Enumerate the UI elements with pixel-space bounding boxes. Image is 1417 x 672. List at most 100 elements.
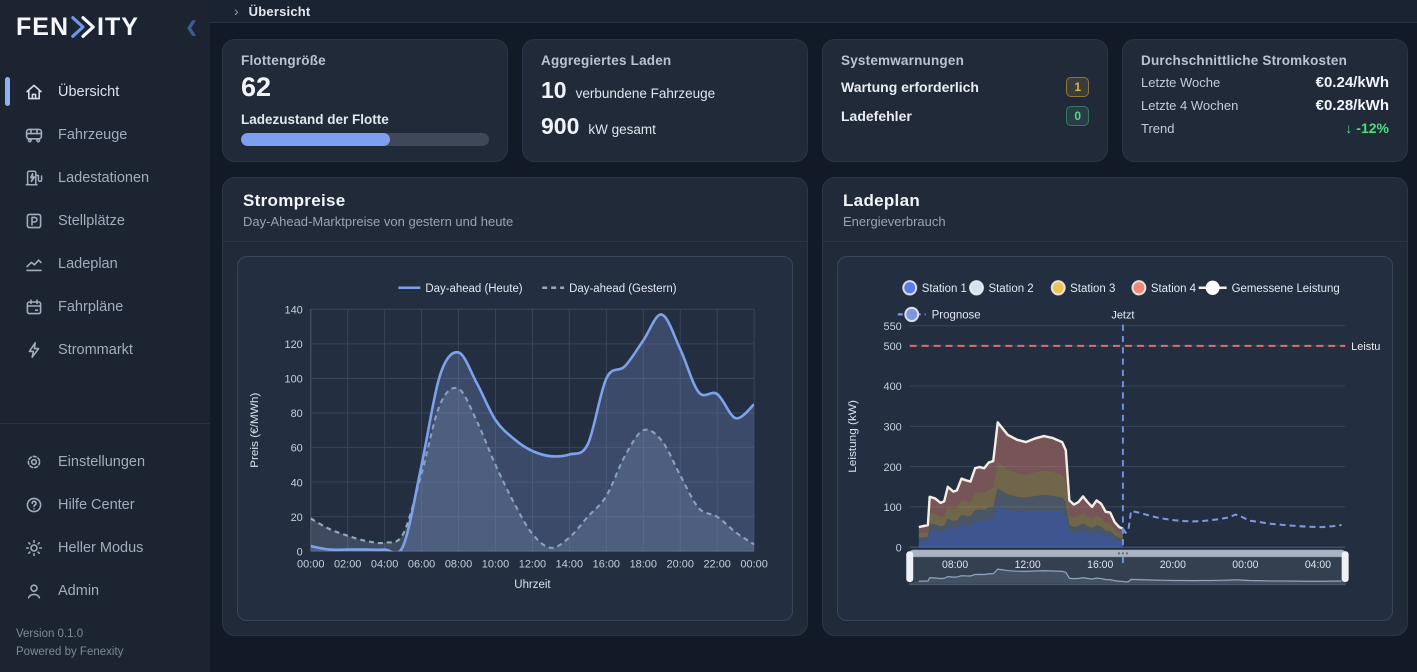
svg-text:0: 0 — [297, 546, 303, 558]
svg-text:16:00: 16:00 — [593, 559, 620, 571]
sidebar-item-heller-modus[interactable]: Heller Modus — [0, 526, 210, 569]
sidebar-footer-nav: Einstellungen Hilfe Center Heller Modus … — [0, 440, 210, 612]
last-week-label: Letzte Woche — [1141, 75, 1221, 90]
charging-station-icon — [24, 168, 44, 188]
svg-text:10:00: 10:00 — [482, 559, 509, 571]
strompreise-card: Strompreise Day-Ahead-Marktpreise von ge… — [222, 177, 808, 636]
sidebar-item-label: Fahrpläne — [58, 298, 124, 315]
sidebar-item-label: Strommarkt — [58, 341, 133, 358]
sidebar-item-admin[interactable]: Admin — [0, 569, 210, 612]
svg-text:Leistu: Leistu — [1351, 341, 1380, 353]
sidebar-item-uebersicht[interactable]: Übersicht — [0, 70, 210, 113]
charging-errors-label: Ladefehler — [841, 108, 912, 124]
svg-text:06:00: 06:00 — [408, 559, 435, 571]
stats-row: Flottengröße 62 Ladezustand der Flotte A… — [222, 39, 1408, 162]
warning-row: Ladefehler 0 — [841, 106, 1089, 126]
svg-text:02:00: 02:00 — [334, 559, 361, 571]
connected-vehicles-label: verbundene Fahrzeuge — [575, 86, 716, 101]
svg-text:Day-ahead (Gestern): Day-ahead (Gestern) — [569, 282, 677, 295]
svg-text:Station 3: Station 3 — [1070, 282, 1115, 295]
ladeplan-subtitle: Energieverbrauch — [843, 214, 946, 229]
calendar-icon — [24, 297, 44, 317]
svg-text:100: 100 — [284, 373, 302, 385]
svg-text:Day-ahead (Heute): Day-ahead (Heute) — [425, 282, 522, 295]
sidebar-version: Version 0.1.0 Powered by Fenexity — [0, 612, 210, 662]
svg-text:20: 20 — [291, 512, 303, 524]
sidebar-item-ladestationen[interactable]: Ladestationen — [0, 156, 210, 199]
svg-text:300: 300 — [883, 421, 901, 433]
topbar: › Übersicht — [210, 0, 1417, 23]
fleet-soc-label: Ladezustand der Flotte — [241, 112, 389, 127]
sidebar-item-einstellungen[interactable]: Einstellungen — [0, 440, 210, 483]
chart-icon — [24, 254, 44, 274]
sidebar-item-stellplaetze[interactable]: Stellplätze — [0, 199, 210, 242]
svg-text:Uhrzeit: Uhrzeit — [514, 578, 551, 591]
charging-errors-count-badge: 0 — [1066, 106, 1089, 126]
logo-text-pre: FEN — [16, 12, 69, 41]
breadcrumb-chevron-icon: › — [234, 3, 239, 19]
sidebar-item-label: Übersicht — [58, 83, 120, 100]
svg-text:16:00: 16:00 — [1087, 559, 1113, 571]
sidebar-item-label: Stellplätze — [58, 212, 125, 229]
svg-text:200: 200 — [883, 462, 901, 474]
ladeplan-title: Ladeplan — [843, 191, 921, 210]
svg-text:Jetzt: Jetzt — [1111, 309, 1134, 321]
cost-row: Letzte Woche €0.24/kWh — [1141, 74, 1389, 91]
connected-vehicles-value: 10 — [541, 77, 567, 103]
svg-text:14:00: 14:00 — [556, 559, 583, 571]
help-icon — [24, 495, 44, 515]
breadcrumb[interactable]: Übersicht — [248, 3, 311, 19]
svg-text:80: 80 — [291, 408, 303, 420]
charts-row: Strompreise Day-Ahead-Marktpreise von ge… — [222, 177, 1408, 636]
svg-text:08:00: 08:00 — [445, 559, 472, 571]
trend-value: ↓ -12% — [1345, 120, 1389, 136]
fleet-size-value: 62 — [241, 72, 272, 102]
total-power-value: 900 — [541, 113, 580, 139]
svg-text:140: 140 — [284, 304, 302, 316]
sidebar-item-ladeplan[interactable]: Ladeplan — [0, 242, 210, 285]
sidebar-collapse-icon[interactable]: ❮ — [185, 19, 198, 36]
home-icon — [24, 82, 44, 102]
svg-text:Station 2: Station 2 — [988, 282, 1033, 295]
sidebar-item-label: Ladeplan — [58, 255, 118, 272]
sidebar-item-label: Ladestationen — [58, 169, 150, 186]
warning-row: Wartung erforderlich 1 — [841, 77, 1089, 97]
last-4-weeks-value: €0.28/kWh — [1315, 97, 1389, 114]
content: Flottengröße 62 Ladezustand der Flotte A… — [210, 23, 1417, 672]
svg-text:Preis (€/MWh): Preis (€/MWh) — [248, 393, 261, 468]
trend-row: Trend ↓ -12% — [1141, 120, 1389, 136]
svg-text:550: 550 — [883, 321, 901, 333]
svg-text:12:00: 12:00 — [1015, 559, 1041, 571]
logo: FEN ITY ❮ — [0, 0, 210, 54]
sidebar: FEN ITY ❮ Übersicht Fahrzeuge Ladestatio… — [0, 0, 210, 672]
card-title: Aggregiertes Laden — [541, 53, 672, 68]
sidebar-item-label: Fahrzeuge — [58, 126, 128, 143]
strompreise-chart[interactable]: 00:00 02:00 04:00 06:00 08:00 10:00 12:00 14:00… — [237, 256, 793, 621]
sidebar-nav: Übersicht Fahrzeuge Ladestationen Stellp… — [0, 70, 210, 371]
logo-x-icon — [71, 16, 95, 38]
sidebar-item-label: Einstellungen — [58, 453, 146, 470]
svg-text:00:00: 00:00 — [297, 559, 324, 571]
parking-icon — [24, 211, 44, 231]
sidebar-item-hilfe-center[interactable]: Hilfe Center — [0, 483, 210, 526]
sidebar-item-fahrplaene[interactable]: Fahrpläne — [0, 285, 210, 328]
trend-label: Trend — [1141, 120, 1175, 136]
ladeplan-card: Ladeplan Energieverbrauch 0 100 200 300 400 5… — [822, 177, 1408, 636]
sidebar-item-fahrzeuge[interactable]: Fahrzeuge — [0, 113, 210, 156]
svg-text:20:00: 20:00 — [1160, 559, 1186, 571]
sun-icon — [24, 538, 44, 558]
strompreise-title: Strompreise — [243, 191, 346, 210]
last-week-value: €0.24/kWh — [1315, 74, 1389, 91]
svg-text:04:00: 04:00 — [371, 559, 398, 571]
strompreise-subtitle: Day-Ahead-Marktpreise von gestern und he… — [243, 214, 514, 229]
svg-text:Station 1: Station 1 — [922, 282, 967, 295]
ladeplan-chart[interactable]: 0 100 200 300 400 500 550 Leistung (kW) Leistu Je… — [837, 256, 1393, 621]
total-power-label: kW gesamt — [588, 122, 656, 137]
sidebar-divider — [0, 423, 210, 424]
svg-text:22:00: 22:00 — [703, 559, 730, 571]
sidebar-item-strommarkt[interactable]: Strommarkt — [0, 328, 210, 371]
maintenance-count-badge: 1 — [1066, 77, 1089, 97]
fleet-size-card: Flottengröße 62 Ladezustand der Flotte — [222, 39, 508, 162]
svg-text:40: 40 — [291, 477, 303, 489]
